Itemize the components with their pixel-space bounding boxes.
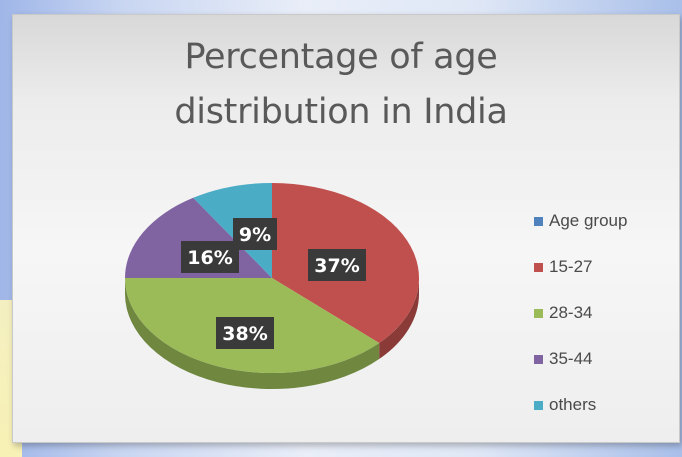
legend-item: 15-27 xyxy=(534,244,668,290)
pie-slice-others xyxy=(193,183,272,278)
data-label-text: 38% xyxy=(222,323,267,345)
chart-title-line-2: distribution in India xyxy=(174,92,508,132)
data-label-15-27: 37% xyxy=(308,249,366,281)
legend-swatch xyxy=(534,308,543,318)
data-label-box xyxy=(233,218,277,250)
data-label-box xyxy=(308,249,366,281)
legend-swatch xyxy=(534,354,543,364)
legend-label: 35-44 xyxy=(549,349,593,368)
data-label-text: 9% xyxy=(239,224,271,246)
data-label-28-34: 38% xyxy=(216,317,274,349)
legend-swatch xyxy=(534,262,543,272)
data-label-others: 9% xyxy=(233,218,277,250)
chart-legend: Age group 15-27 28-34 35-44 others xyxy=(534,198,668,428)
legend-item: others xyxy=(534,382,668,428)
pie-slice-side-28-34 xyxy=(125,278,380,389)
legend-item: 28-34 xyxy=(534,290,668,336)
data-label-box xyxy=(216,317,274,349)
chart-title-line-1: Percentage of age xyxy=(184,37,498,77)
pie-slice-side-15-27 xyxy=(379,278,419,360)
legend-swatch xyxy=(534,216,543,226)
data-label-box xyxy=(181,241,239,273)
data-label-35-44: 16% xyxy=(181,241,239,273)
legend-label: 28-34 xyxy=(549,303,593,322)
legend-item: Age group xyxy=(534,198,668,244)
legend-swatch xyxy=(534,400,543,410)
chart-title: Percentage of age distribution in India xyxy=(0,30,682,140)
legend-label: Age group xyxy=(549,211,628,230)
legend-item: 35-44 xyxy=(534,336,668,382)
data-label-text: 37% xyxy=(314,255,359,277)
legend-label: others xyxy=(549,395,597,414)
data-label-text: 16% xyxy=(187,247,232,269)
legend-label: 15-27 xyxy=(549,257,593,276)
